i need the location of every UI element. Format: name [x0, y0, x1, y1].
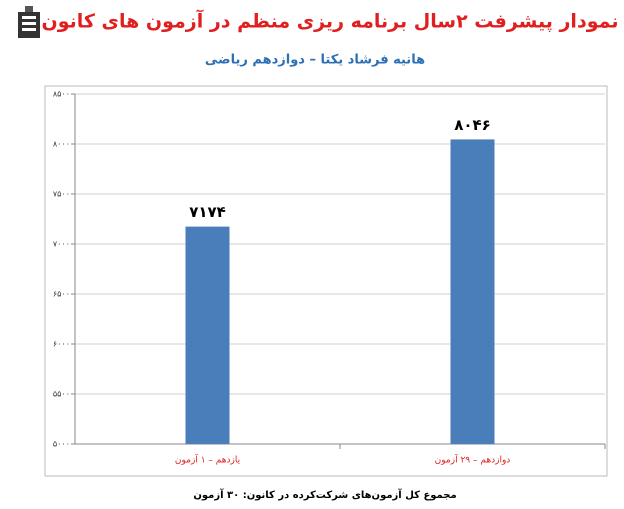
value-label: ۷۱۷۴: [189, 203, 226, 221]
value-label: ۸۰۴۶: [454, 116, 491, 134]
x-tick-label: یازدهم – ۱ آزمون: [175, 454, 241, 466]
footnote: مجموع کل آزمون‌های شرکت‌کرده در کانون: ۳…: [193, 488, 456, 501]
chart-title: نمودار پیشرفت ۲سال برنامه ریزی منظم در آ…: [42, 9, 619, 33]
y-tick-label: ۵۰۰۰: [53, 440, 70, 449]
chart-subtitle: هانیه فرشاد یکتا – دوازدهم ریاضی: [205, 53, 425, 68]
y-tick-label: ۷۵۰۰: [53, 190, 70, 199]
y-tick-label: ۶۵۰۰: [53, 290, 70, 299]
bar: [185, 226, 230, 444]
chart-frame: [44, 85, 608, 477]
y-tick-label: ۵۵۰۰: [53, 390, 70, 399]
y-tick-label: ۶۰۰۰: [53, 340, 70, 349]
y-tick-label: ۸۰۰۰: [53, 140, 70, 149]
bar: [450, 139, 495, 444]
logo-icon: [18, 6, 40, 38]
x-tick-label: دوازدهم – ۲۹ آزمون: [435, 454, 511, 466]
y-tick-label: ۷۰۰۰: [53, 240, 70, 249]
y-tick-label: ۸۵۰۰: [53, 90, 70, 99]
